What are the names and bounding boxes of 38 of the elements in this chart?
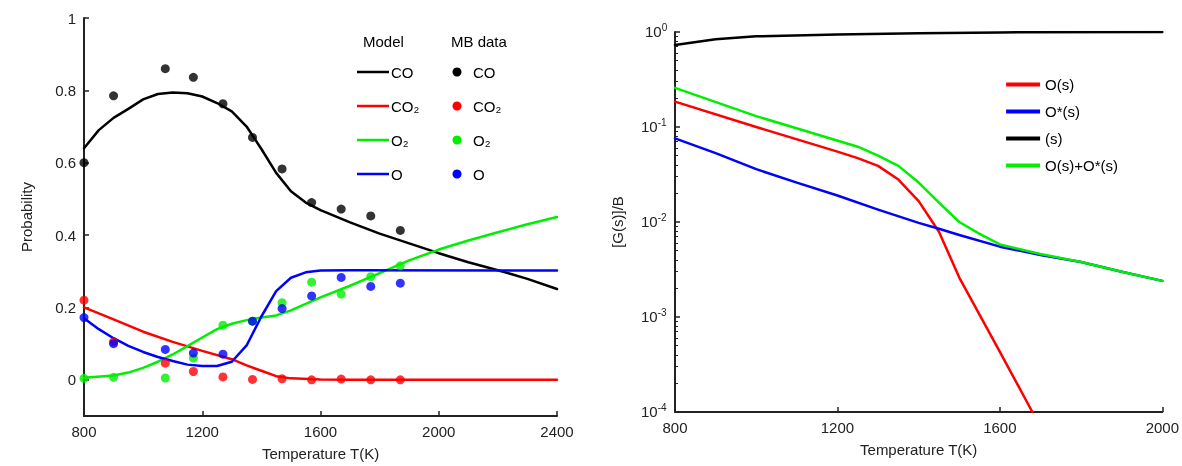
x-tick-label: 1600: [983, 419, 1017, 436]
x-tick-label: 2000: [1145, 419, 1179, 436]
y-tick-label: 10$^{-4}$: [641, 402, 667, 420]
x-tick-label: 1200: [820, 419, 855, 436]
legend-label: O₂: [391, 131, 409, 149]
legend-label: (s): [1045, 130, 1063, 147]
x-axis-title: Temperature T(K): [261, 445, 380, 462]
y-tick-label: 0.2: [55, 298, 76, 316]
legend-label: CO: [473, 63, 496, 81]
legend-label: O: [391, 165, 403, 183]
y-tick-label: 10$^{0}$: [645, 22, 668, 40]
legend-label: O₂: [473, 131, 491, 149]
annotation: MB data: [451, 33, 508, 50]
legend-label: O(s)+O*(s): [1045, 157, 1119, 174]
y-tick-label: 0.6: [55, 154, 76, 172]
x-tick-label: 2000: [422, 423, 456, 440]
y-tick-label: 10$^{-2}$: [641, 212, 667, 230]
x-tick-label: 1200: [185, 423, 219, 440]
legend-label: CO₂: [473, 97, 502, 115]
legend-label: CO: [391, 63, 414, 81]
x-tick-label: 800: [662, 419, 688, 436]
y-tick-label: 10$^{-3}$: [641, 307, 667, 325]
y-tick-label: 1: [67, 9, 76, 27]
legend-label: O(s): [1045, 76, 1075, 93]
legend-label: CO₂: [391, 97, 420, 115]
y-tick-label: 0: [67, 371, 76, 389]
y-tick-label: 10$^{-1}$: [641, 117, 667, 135]
x-tick-label: 1600: [303, 423, 338, 440]
annotation: Model: [363, 33, 404, 50]
y-tick-label: 0.8: [55, 81, 76, 99]
legend-label: O: [473, 165, 485, 183]
legend-label: O*(s): [1045, 103, 1081, 120]
x-tick-label: 2400: [540, 423, 574, 440]
y-tick-label: 0.4: [55, 226, 76, 244]
y-axis-title: Probability: [18, 181, 35, 253]
x-tick-label: 800: [71, 423, 97, 440]
y-axis-title: [G(s)]/B: [609, 196, 626, 248]
x-axis-title: Temperature T(K): [860, 441, 978, 458]
